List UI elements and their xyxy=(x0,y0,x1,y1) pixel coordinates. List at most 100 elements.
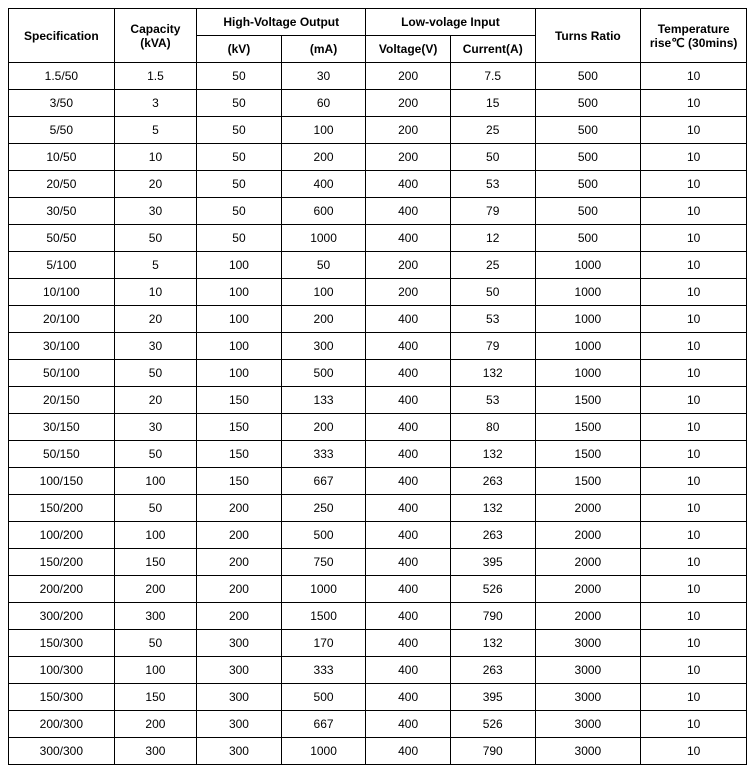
table-cell: 30/50 xyxy=(9,198,115,225)
header-capacity: Capacity (kVA) xyxy=(114,9,196,63)
table-cell: 400 xyxy=(366,657,451,684)
table-cell: 50 xyxy=(197,225,282,252)
table-row: 3/50350602001550010 xyxy=(9,90,747,117)
table-row: 20/1002010020040053100010 xyxy=(9,306,747,333)
table-cell: 200 xyxy=(281,306,366,333)
table-cell: 500 xyxy=(281,684,366,711)
table-cell: 20/150 xyxy=(9,387,115,414)
table-cell: 500 xyxy=(535,117,641,144)
table-cell: 400 xyxy=(366,630,451,657)
table-cell: 10 xyxy=(641,630,747,657)
table-cell: 263 xyxy=(450,468,535,495)
table-cell: 200 xyxy=(366,252,451,279)
table-cell: 30 xyxy=(114,333,196,360)
table-cell: 30 xyxy=(114,198,196,225)
table-cell: 300 xyxy=(197,657,282,684)
table-cell: 400 xyxy=(366,414,451,441)
table-cell: 50 xyxy=(197,63,282,90)
table-cell: 10 xyxy=(641,171,747,198)
table-cell: 132 xyxy=(450,495,535,522)
table-cell: 400 xyxy=(366,333,451,360)
table-row: 50/50505010004001250010 xyxy=(9,225,747,252)
table-row: 30/5030506004007950010 xyxy=(9,198,747,225)
table-cell: 50 xyxy=(197,90,282,117)
table-cell: 3000 xyxy=(535,657,641,684)
table-cell: 2000 xyxy=(535,549,641,576)
table-cell: 5 xyxy=(114,117,196,144)
table-cell: 50 xyxy=(114,630,196,657)
table-cell: 100/150 xyxy=(9,468,115,495)
table-cell: 10 xyxy=(641,387,747,414)
table-cell: 500 xyxy=(281,360,366,387)
table-cell: 150/300 xyxy=(9,630,115,657)
table-cell: 400 xyxy=(366,576,451,603)
table-row: 30/1003010030040079100010 xyxy=(9,333,747,360)
table-cell: 50 xyxy=(114,225,196,252)
table-cell: 300 xyxy=(281,333,366,360)
table-cell: 400 xyxy=(366,603,451,630)
table-cell: 50 xyxy=(281,252,366,279)
table-cell: 132 xyxy=(450,630,535,657)
table-cell: 400 xyxy=(366,738,451,765)
table-cell: 10 xyxy=(641,279,747,306)
table-cell: 263 xyxy=(450,657,535,684)
table-row: 300/2003002001500400790200010 xyxy=(9,603,747,630)
table-cell: 100 xyxy=(197,252,282,279)
table-cell: 400 xyxy=(366,306,451,333)
table-cell: 150 xyxy=(197,468,282,495)
table-cell: 10 xyxy=(641,225,747,252)
table-cell: 10 xyxy=(641,63,747,90)
table-cell: 2000 xyxy=(535,603,641,630)
table-row: 150/20050200250400132200010 xyxy=(9,495,747,522)
table-cell: 300 xyxy=(114,738,196,765)
table-cell: 100 xyxy=(114,522,196,549)
table-cell: 150 xyxy=(114,684,196,711)
table-row: 100/150100150667400263150010 xyxy=(9,468,747,495)
table-cell: 1500 xyxy=(535,414,641,441)
table-cell: 10 xyxy=(641,711,747,738)
table-row: 5/10051005020025100010 xyxy=(9,252,747,279)
table-cell: 263 xyxy=(450,522,535,549)
table-cell: 400 xyxy=(366,468,451,495)
table-cell: 500 xyxy=(535,90,641,117)
table-cell: 200/200 xyxy=(9,576,115,603)
table-row: 150/200150200750400395200010 xyxy=(9,549,747,576)
header-hv-kv: (kV) xyxy=(197,36,282,63)
table-cell: 395 xyxy=(450,684,535,711)
table-cell: 3000 xyxy=(535,738,641,765)
table-cell: 150/200 xyxy=(9,549,115,576)
table-row: 150/30050300170400132300010 xyxy=(9,630,747,657)
table-cell: 300 xyxy=(197,711,282,738)
table-cell: 30 xyxy=(281,63,366,90)
table-cell: 300 xyxy=(197,684,282,711)
table-cell: 50 xyxy=(114,360,196,387)
table-row: 200/300200300667400526300010 xyxy=(9,711,747,738)
table-cell: 100 xyxy=(197,360,282,387)
table-cell: 10 xyxy=(641,441,747,468)
table-cell: 79 xyxy=(450,198,535,225)
table-cell: 10 xyxy=(641,90,747,117)
table-cell: 50 xyxy=(197,117,282,144)
table-cell: 150 xyxy=(197,441,282,468)
table-cell: 30/150 xyxy=(9,414,115,441)
table-cell: 10 xyxy=(641,549,747,576)
table-cell: 60 xyxy=(281,90,366,117)
table-cell: 10 xyxy=(114,279,196,306)
table-cell: 1000 xyxy=(281,225,366,252)
table-row: 30/1503015020040080150010 xyxy=(9,414,747,441)
table-cell: 20 xyxy=(114,171,196,198)
table-row: 20/5020504004005350010 xyxy=(9,171,747,198)
table-cell: 10 xyxy=(641,198,747,225)
table-cell: 400 xyxy=(366,225,451,252)
table-cell: 100 xyxy=(281,117,366,144)
table-cell: 132 xyxy=(450,360,535,387)
table-cell: 5/100 xyxy=(9,252,115,279)
table-cell: 10 xyxy=(641,333,747,360)
table-row: 300/3003003001000400790300010 xyxy=(9,738,747,765)
table-cell: 25 xyxy=(450,117,535,144)
table-cell: 3/50 xyxy=(9,90,115,117)
table-cell: 100 xyxy=(197,306,282,333)
table-cell: 50 xyxy=(450,144,535,171)
table-cell: 300 xyxy=(114,603,196,630)
table-cell: 20/100 xyxy=(9,306,115,333)
